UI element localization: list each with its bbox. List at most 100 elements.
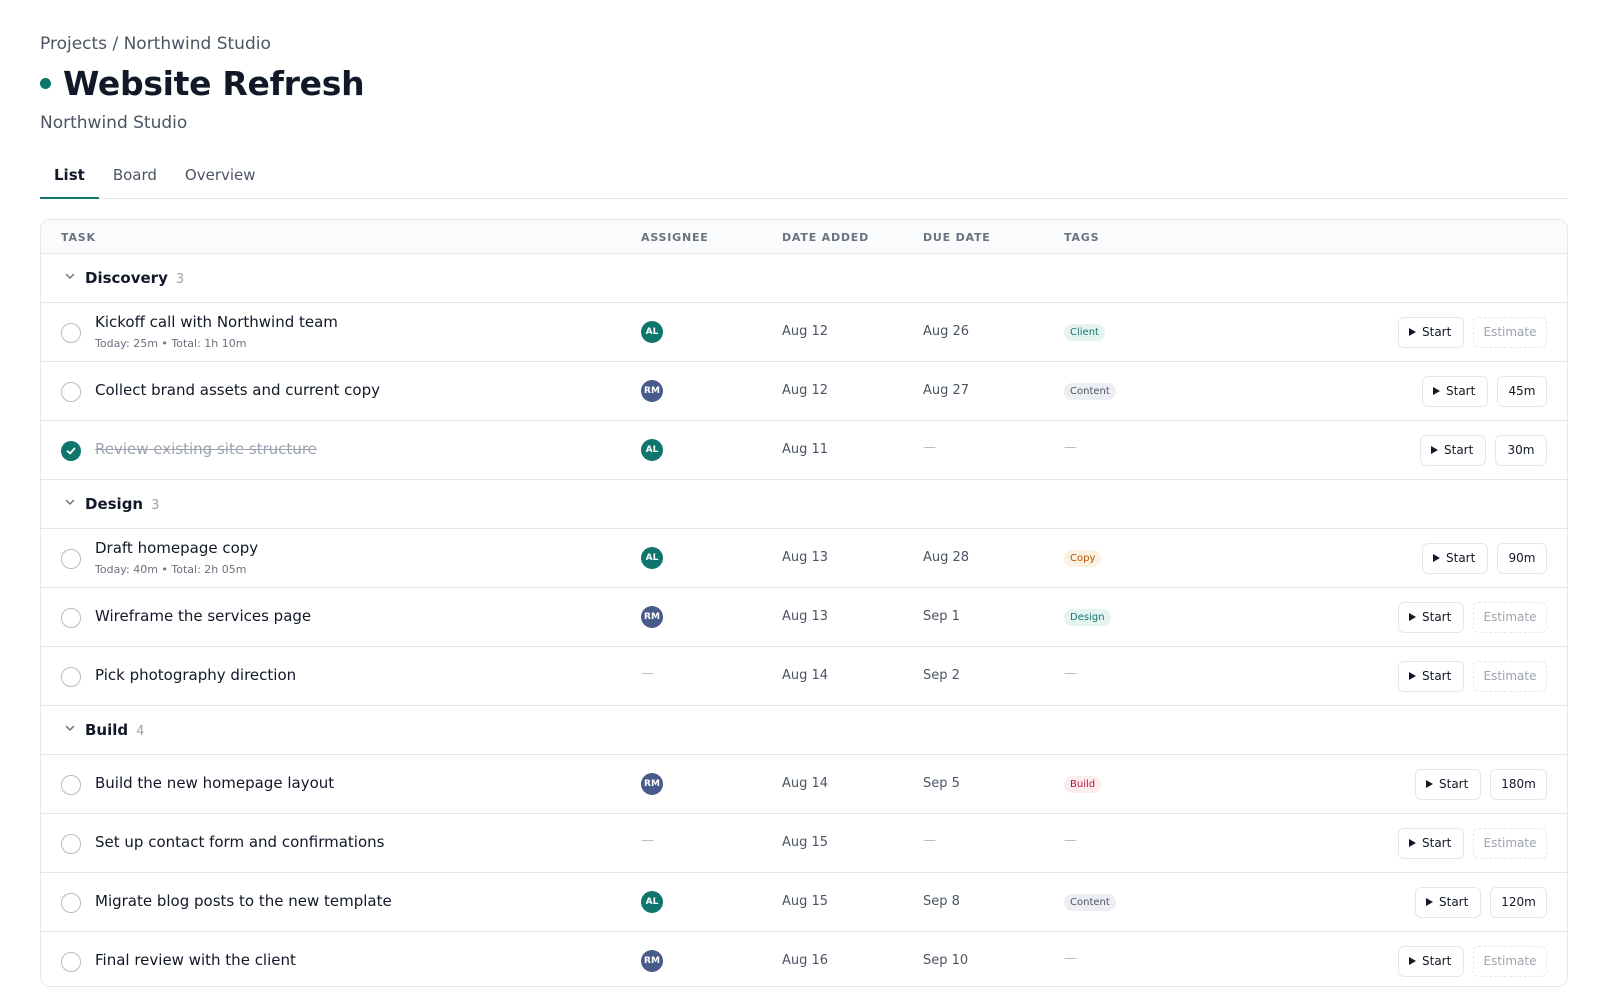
chevron-down-icon[interactable] xyxy=(63,495,77,509)
group-header-discovery[interactable]: Discovery 3 xyxy=(41,254,1567,303)
task-complete-checkbox[interactable] xyxy=(61,667,81,687)
estimate-input[interactable]: Estimate xyxy=(1473,661,1547,692)
task-complete-checkbox[interactable] xyxy=(61,549,81,569)
tag-badge[interactable]: Design xyxy=(1064,609,1111,626)
assignee-avatar[interactable]: RM xyxy=(641,950,663,972)
task-complete-checkbox[interactable] xyxy=(61,323,81,343)
column-header-tags[interactable]: TAGS xyxy=(1064,231,1100,244)
due-date[interactable]: Sep 10 xyxy=(923,953,969,968)
task-complete-checkbox[interactable] xyxy=(61,952,81,972)
group-header-design[interactable]: Design 3 xyxy=(41,480,1567,529)
date-added: Aug 12 xyxy=(782,324,829,339)
assignee-empty[interactable]: — xyxy=(641,666,654,681)
task-name[interactable]: Kickoff call with Northwind team xyxy=(95,313,338,331)
start-timer-button[interactable]: Start xyxy=(1398,602,1464,633)
task-row[interactable]: Draft homepage copy Today: 40m • Total: 2… xyxy=(41,529,1567,588)
task-name[interactable]: Pick photography direction xyxy=(95,666,297,684)
tags-empty[interactable]: — xyxy=(1064,440,1077,455)
estimate-input[interactable]: Estimate xyxy=(1473,602,1547,633)
tab-list[interactable]: List xyxy=(40,164,99,199)
task-row[interactable]: Review existing site structure AL Aug 11 — —… xyxy=(41,421,1567,480)
task-row[interactable]: Final review with the client RM Aug 16 Sep … xyxy=(41,932,1567,986)
tag-badge[interactable]: Content xyxy=(1064,894,1116,911)
start-timer-button[interactable]: Start xyxy=(1398,828,1464,859)
start-timer-button[interactable]: Start xyxy=(1398,317,1464,348)
start-timer-button[interactable]: Start xyxy=(1420,435,1486,466)
task-row[interactable]: Migrate blog posts to the new template AL… xyxy=(41,873,1567,932)
due-date[interactable]: Sep 8 xyxy=(923,894,960,909)
due-date-empty[interactable]: — xyxy=(923,440,936,455)
column-header-date-added[interactable]: DATE ADDED xyxy=(782,231,870,244)
start-timer-button[interactable]: Start xyxy=(1398,661,1464,692)
chevron-down-icon[interactable] xyxy=(63,269,77,283)
breadcrumb-current[interactable]: Northwind Studio xyxy=(123,34,271,54)
assignee-avatar[interactable]: RM xyxy=(641,606,663,628)
task-name[interactable]: Migrate blog posts to the new template xyxy=(95,892,392,910)
due-date[interactable]: Sep 1 xyxy=(923,609,960,624)
tag-badge[interactable]: Build xyxy=(1064,776,1102,793)
task-row[interactable]: Build the new homepage layout RM Aug 14 Sep… xyxy=(41,755,1567,814)
estimate-value-button[interactable]: 180m xyxy=(1490,769,1547,800)
tags-empty[interactable]: — xyxy=(1064,951,1077,966)
task-name[interactable]: Collect brand assets and current copy xyxy=(95,381,380,399)
page-title: Website Refresh xyxy=(63,64,365,103)
due-date[interactable]: Aug 28 xyxy=(923,550,970,565)
task-complete-checkbox[interactable] xyxy=(61,608,81,628)
due-date[interactable]: Aug 26 xyxy=(923,324,970,339)
estimate-input[interactable]: Estimate xyxy=(1473,946,1547,977)
estimate-value-button[interactable]: 30m xyxy=(1495,435,1547,466)
task-row[interactable]: Wireframe the services page RM Aug 13 Sep 1… xyxy=(41,588,1567,647)
assignee-avatar[interactable]: AL xyxy=(641,547,663,569)
due-date[interactable]: Sep 2 xyxy=(923,668,960,683)
task-name[interactable]: Wireframe the services page xyxy=(95,607,312,625)
tags-empty[interactable]: — xyxy=(1064,666,1077,681)
assignee-avatar[interactable]: RM xyxy=(641,773,663,795)
task-complete-checkbox[interactable] xyxy=(61,834,81,854)
estimate-value-button[interactable]: 120m xyxy=(1490,887,1547,918)
task-name[interactable]: Final review with the client xyxy=(95,951,296,969)
due-date[interactable]: Sep 5 xyxy=(923,776,960,791)
task-complete-checkbox[interactable] xyxy=(61,382,81,402)
due-date[interactable]: Aug 27 xyxy=(923,383,970,398)
assignee-empty[interactable]: — xyxy=(641,833,654,848)
group-header-build[interactable]: Build 4 xyxy=(41,706,1567,755)
tag-badge[interactable]: Content xyxy=(1064,383,1116,400)
estimate-input[interactable]: Estimate xyxy=(1473,317,1547,348)
task-row[interactable]: Collect brand assets and current copy RM A… xyxy=(41,362,1567,421)
tab-board[interactable]: Board xyxy=(112,166,157,184)
task-row[interactable]: Pick photography direction — Aug 14 Sep 2 — S… xyxy=(41,647,1567,706)
group-count: 4 xyxy=(136,724,145,739)
breadcrumb-projects-link[interactable]: Projects xyxy=(40,34,108,54)
column-header-due-date[interactable]: DUE DATE xyxy=(923,231,991,244)
assignee-avatar[interactable]: AL xyxy=(641,321,663,343)
tag-badge[interactable]: Client xyxy=(1064,324,1105,341)
task-complete-checkbox[interactable] xyxy=(61,893,81,913)
task-row[interactable]: Kickoff call with Northwind team Today: 2… xyxy=(41,303,1567,362)
column-header-task[interactable]: TASK xyxy=(61,231,96,244)
estimate-value-button[interactable]: 45m xyxy=(1497,376,1547,407)
chevron-down-icon[interactable] xyxy=(63,721,77,735)
due-date-empty[interactable]: — xyxy=(923,833,936,848)
task-name[interactable]: Build the new homepage layout xyxy=(95,774,335,792)
column-header-assignee[interactable]: ASSIGNEE xyxy=(641,231,709,244)
task-complete-checkbox[interactable] xyxy=(61,775,81,795)
assignee-avatar[interactable]: AL xyxy=(641,439,663,461)
start-timer-button[interactable]: Start xyxy=(1398,946,1464,977)
tag-badge[interactable]: Copy xyxy=(1064,550,1102,567)
assignee-avatar[interactable]: RM xyxy=(641,380,663,402)
start-timer-button[interactable]: Start xyxy=(1415,887,1481,918)
start-timer-button[interactable]: Start xyxy=(1415,769,1481,800)
estimate-value-button[interactable]: 90m xyxy=(1497,543,1547,574)
assignee-avatar[interactable]: AL xyxy=(641,891,663,913)
tags-empty[interactable]: — xyxy=(1064,833,1077,848)
task-name[interactable]: Set up contact form and confirmations xyxy=(95,833,385,851)
tab-overview[interactable]: Overview xyxy=(184,166,256,184)
task-name[interactable]: Draft homepage copy xyxy=(95,539,259,557)
start-timer-button[interactable]: Start xyxy=(1422,543,1488,574)
start-timer-button[interactable]: Start xyxy=(1422,376,1488,407)
estimate-input[interactable]: Estimate xyxy=(1473,828,1547,859)
page-subtitle: Northwind Studio xyxy=(40,113,188,133)
task-name[interactable]: Review existing site structure xyxy=(95,440,317,458)
task-row[interactable]: Set up contact form and confirmations — Au… xyxy=(41,814,1567,873)
task-complete-checkbox[interactable] xyxy=(61,441,81,461)
